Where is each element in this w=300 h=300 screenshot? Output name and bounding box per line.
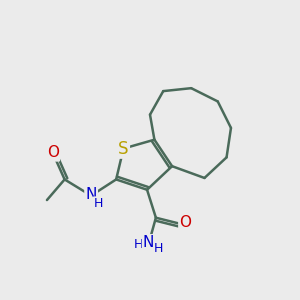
Text: S: S bbox=[118, 140, 129, 158]
Text: N: N bbox=[85, 187, 97, 202]
Text: O: O bbox=[47, 146, 59, 160]
Text: H: H bbox=[134, 238, 143, 251]
Text: N: N bbox=[143, 235, 154, 250]
Text: H: H bbox=[94, 197, 103, 210]
Text: O: O bbox=[179, 214, 191, 230]
Text: H: H bbox=[154, 242, 164, 255]
